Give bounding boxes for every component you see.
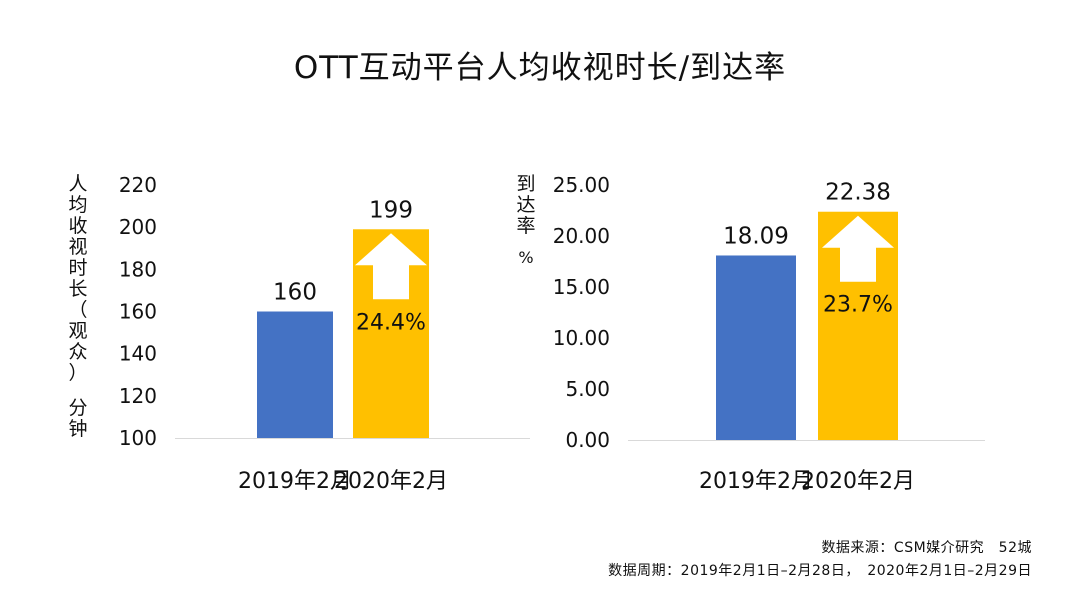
right-y-tick-label: 0.00 <box>565 428 610 452</box>
right-y-axis-label-unit: % <box>518 248 534 267</box>
chart-title: OTT互动平台人均收视时长/到达率 <box>293 50 787 86</box>
right-bar-value-label: 22.38 <box>825 180 891 206</box>
left-y-tick-label: 100 <box>119 426 157 450</box>
left-bar-value-label: 160 <box>273 280 317 306</box>
period-note: 数据周期：2019年2月1日–2月28日， 2020年2月1日–2月29日 <box>608 563 1032 579</box>
right-y-axis-label-main: 到达率 <box>516 173 536 237</box>
left-y-tick-label: 180 <box>119 257 157 281</box>
right-growth-arrow-icon <box>822 215 894 282</box>
right-growth-label: 23.7% <box>823 293 893 318</box>
right-bar-value-label: 18.09 <box>723 223 789 249</box>
right-category-label: 2020年2月 <box>801 469 915 494</box>
source-note: 数据来源：CSM媒介研究 52城 <box>821 540 1032 556</box>
left-bar-value-label: 199 <box>369 197 413 223</box>
left-bar-2019 <box>257 311 333 438</box>
left-y-tick-label: 140 <box>119 342 157 366</box>
right-y-tick-label: 5.00 <box>565 377 610 401</box>
left-growth-arrow-icon <box>355 233 427 300</box>
left-growth-label: 24.4% <box>356 310 426 335</box>
left-category-label: 2019年2月 <box>238 469 352 494</box>
left-y-axis-label-unit: 分钟 <box>68 397 88 440</box>
right-bar-2019 <box>716 255 796 440</box>
left-y-tick-label: 220 <box>119 173 157 197</box>
right-y-tick-label: 15.00 <box>553 275 610 299</box>
left-category-label: 2020年2月 <box>334 469 448 494</box>
right-y-axis-label: 到达率 % <box>514 174 538 268</box>
right-y-tick-label: 25.00 <box>553 173 610 197</box>
left-y-axis-label-main: 人均收视时长（观众） <box>68 173 88 384</box>
right-y-tick-label: 20.00 <box>553 224 610 248</box>
right-category-label: 2019年2月 <box>699 469 813 494</box>
left-y-tick-label: 160 <box>119 300 157 324</box>
right-y-tick-label: 10.00 <box>553 326 610 350</box>
left-y-tick-label: 120 <box>119 384 157 408</box>
left-y-tick-label: 200 <box>119 215 157 239</box>
left-y-axis-label: 人均收视时长（观众） 分钟 <box>66 174 90 440</box>
